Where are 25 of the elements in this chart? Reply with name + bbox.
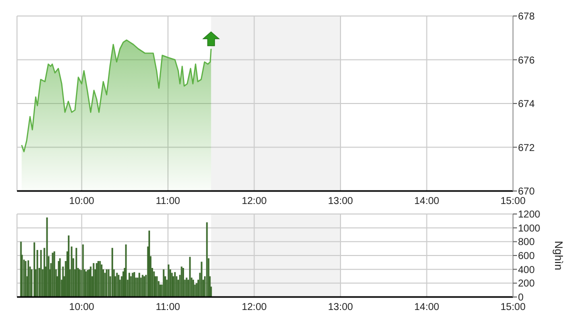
x-tick-label: 12:00 xyxy=(242,196,268,207)
x-tick-label: 14:00 xyxy=(414,196,440,207)
x-tick-label: 13:00 xyxy=(328,196,354,207)
x-tick-label: 13:00 xyxy=(328,302,354,313)
y-tick-label: 800 xyxy=(518,237,536,248)
x-tick-label: 10:00 xyxy=(69,302,95,313)
x-tick-label: 10:00 xyxy=(69,196,95,207)
x-tick-label: 15:00 xyxy=(500,196,526,207)
x-tick-label: 14:00 xyxy=(414,302,440,313)
y-tick-label: 670 xyxy=(518,186,536,198)
y-tick-label: 1200 xyxy=(518,210,541,220)
x-tick-label: 11:00 xyxy=(156,196,181,207)
y-tick-label: 672 xyxy=(518,142,536,154)
x-tick-label: 12:00 xyxy=(242,302,268,313)
x-tick-label: 15:00 xyxy=(500,302,526,313)
y-tick-label: 1000 xyxy=(518,223,541,234)
y-tick-label: 200 xyxy=(518,278,536,290)
y-tick-label: 0 xyxy=(518,292,524,304)
y-axis-title: Nghìn xyxy=(552,240,564,270)
x-tick-label: 11:00 xyxy=(156,302,181,313)
y-tick-label: 678 xyxy=(518,12,536,22)
y-tick-label: 400 xyxy=(518,264,536,276)
y-tick-label: 600 xyxy=(518,251,536,262)
y-tick-label: 676 xyxy=(518,55,536,66)
y-tick-label: 674 xyxy=(518,99,536,110)
